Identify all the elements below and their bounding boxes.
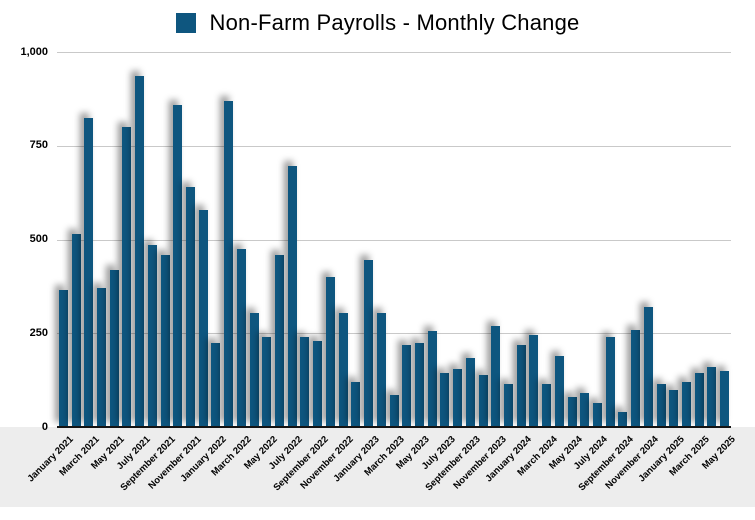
bar-april-2023	[402, 344, 412, 427]
bar-february-2022	[224, 100, 234, 427]
bar-july-2024	[592, 402, 602, 427]
bar-september-2021	[160, 254, 170, 427]
y-tick-label: 500	[29, 233, 48, 245]
bar-january-2022	[211, 342, 221, 427]
bar-may-2021	[109, 269, 119, 427]
bar-january-2023	[364, 260, 374, 427]
x-axis-line	[57, 426, 731, 428]
bar-august-2021	[147, 245, 157, 427]
bar-march-2024	[542, 383, 552, 427]
bar-november-2022	[338, 312, 348, 427]
bar-february-2021	[71, 233, 81, 427]
bar-december-2022	[351, 382, 361, 427]
bar-november-2021	[186, 187, 196, 427]
bar-july-2021	[135, 76, 145, 427]
bar-january-2021	[58, 290, 68, 427]
bar-december-2021	[198, 209, 208, 427]
bar-october-2023	[478, 374, 488, 427]
y-tick-label: 1,000	[20, 45, 48, 58]
bar-july-2023	[440, 372, 450, 427]
nfp-bar-chart: Non-Farm Payrolls - Monthly Change 0 250 5…	[0, 8, 755, 507]
bar-august-2023	[453, 368, 463, 427]
bar-june-2021	[122, 127, 132, 427]
x-axis-labels: January 2021 March 2021 May 2021 July 2021 S…	[26, 427, 738, 507]
plot-area	[57, 52, 731, 428]
bar-may-2022	[262, 337, 272, 427]
bar-april-2024	[554, 355, 564, 427]
bar-august-2024	[605, 337, 615, 427]
bar-september-2022	[313, 340, 323, 427]
bar-april-2025	[707, 367, 717, 427]
bar-march-2021	[84, 117, 94, 427]
gridline-500	[57, 239, 731, 241]
bar-april-2021	[97, 288, 106, 427]
series-legend-swatch-icon	[175, 13, 196, 33]
bar-june-2023	[427, 331, 437, 427]
bar-april-2022	[249, 312, 259, 427]
bar-january-2025	[669, 389, 679, 427]
bar-december-2024	[656, 383, 666, 427]
bar-march-2025	[694, 372, 704, 427]
gridline-250	[57, 333, 731, 335]
bar-may-2024	[567, 397, 577, 427]
y-tick-label: 750	[29, 139, 48, 152]
y-tick-label: 0	[41, 420, 48, 433]
bar-march-2023	[389, 395, 399, 427]
bar-november-2024	[643, 307, 653, 427]
bar-october-2021	[173, 104, 183, 427]
axis-footer-strip	[0, 427, 755, 507]
y-axis-labels: 0 250 500 750 1,000	[0, 46, 48, 433]
bar-november-2023	[491, 325, 501, 427]
bar-june-2022	[275, 254, 285, 427]
bar-september-2024	[618, 412, 628, 427]
bar-october-2022	[325, 277, 335, 427]
bar-february-2023	[376, 312, 386, 427]
gridline-1000	[57, 52, 731, 53]
bar-october-2024	[631, 329, 641, 427]
chart-title: Non-Farm Payrolls - Monthly Change	[209, 10, 580, 35]
bar-september-2023	[465, 357, 475, 427]
gridline-750	[57, 145, 731, 147]
bar-january-2024	[516, 344, 526, 427]
bar-may-2025	[720, 370, 730, 427]
bar-december-2023	[503, 383, 513, 427]
y-tick-label: 250	[29, 326, 48, 339]
bar-march-2022	[236, 248, 246, 427]
bar-august-2022	[300, 337, 310, 427]
chart-legend: Non-Farm Payrolls - Monthly Change	[0, 8, 755, 38]
bar-may-2023	[414, 342, 424, 427]
bar-february-2024	[529, 335, 539, 427]
bar-july-2022	[287, 166, 297, 427]
bar-february-2025	[681, 382, 691, 427]
bar-june-2024	[580, 393, 590, 427]
